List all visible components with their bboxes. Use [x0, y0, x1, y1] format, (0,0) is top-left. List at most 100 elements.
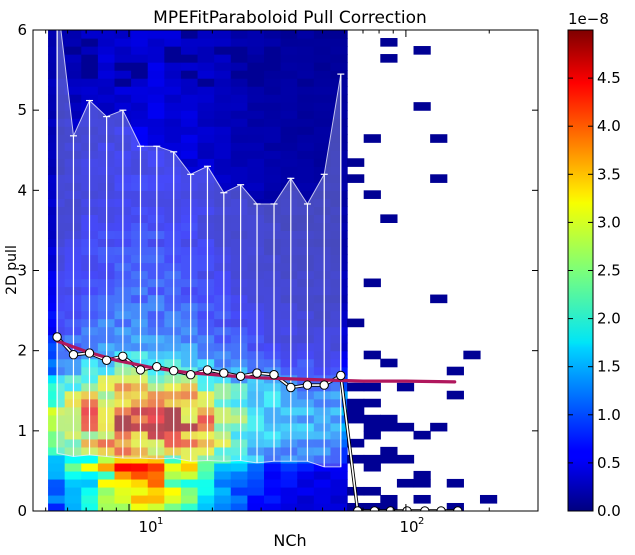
heatmap-bin — [347, 318, 365, 328]
heatmap-bin — [313, 342, 332, 352]
heatmap-bin — [264, 294, 282, 304]
heatmap-bin — [197, 190, 215, 199]
heatmap-bin — [264, 414, 282, 424]
heatmap-bin — [180, 70, 199, 79]
heatmap-bin — [164, 230, 182, 240]
heatmap-bin — [180, 390, 199, 400]
heatmap-bin — [48, 502, 66, 511]
heatmap-bin — [164, 118, 182, 127]
heatmap-bin — [164, 158, 182, 167]
heatmap-bin — [131, 102, 149, 111]
heatmap-bin — [164, 398, 182, 408]
heatmap-bin — [380, 414, 398, 424]
heatmap-bin — [264, 54, 282, 63]
heatmap-bin — [297, 174, 315, 183]
heatmap-bin — [180, 470, 199, 480]
heatmap-bin — [297, 262, 315, 272]
heatmap-bin — [230, 422, 248, 432]
heatmap-bin — [97, 86, 116, 95]
heatmap-bin — [280, 334, 298, 344]
heatmap-bin — [280, 206, 298, 215]
heatmap-bin — [214, 94, 232, 103]
heatmap-bin — [247, 318, 265, 328]
heatmap-bin — [164, 30, 182, 39]
heatmap-bin — [48, 486, 66, 496]
heatmap-bin — [81, 46, 99, 55]
heatmap-bin — [380, 446, 398, 456]
heatmap-bin — [230, 430, 248, 440]
heatmap-bin — [164, 302, 182, 312]
heatmap-bin — [164, 166, 182, 175]
heatmap-bin — [230, 262, 248, 272]
heatmap-bin — [247, 294, 265, 304]
heatmap-bin — [214, 190, 232, 199]
heatmap-bin — [180, 134, 199, 143]
heatmap-bin — [214, 502, 232, 511]
heatmap-bin — [214, 150, 232, 159]
heatmap-bin — [247, 406, 265, 416]
heatmap-bin — [230, 54, 248, 63]
heatmap-bin — [114, 478, 132, 488]
heatmap-bin — [147, 54, 165, 63]
heatmap-bin — [230, 206, 248, 215]
heatmap-bin — [230, 102, 248, 111]
heatmap-bin — [230, 406, 248, 416]
heatmap-bin — [347, 438, 365, 448]
heatmap-bin — [180, 310, 199, 320]
heatmap-bin — [280, 310, 298, 320]
heatmap-bin — [164, 86, 182, 95]
heatmap-bin — [197, 150, 215, 159]
heatmap-bin — [297, 198, 315, 207]
heatmap-bin — [131, 230, 149, 240]
heatmap-bin — [396, 422, 415, 432]
heatmap-bin — [264, 318, 282, 328]
heatmap-bin — [313, 350, 332, 360]
heatmap-bin — [214, 374, 232, 384]
heatmap-bin — [180, 198, 199, 207]
heatmap-bin — [214, 110, 232, 119]
heatmap-bin — [131, 278, 149, 288]
heatmap-bin — [180, 246, 199, 256]
heatmap-bin — [297, 462, 315, 472]
heatmap-bin — [280, 414, 298, 424]
heatmap-bin — [280, 254, 298, 264]
heatmap-bin — [330, 342, 348, 352]
heatmap-bin — [363, 190, 381, 199]
heatmap-bin — [247, 238, 265, 248]
heatmap-bin — [197, 438, 215, 448]
heatmap-bin — [180, 342, 199, 352]
heatmap-bin — [197, 46, 215, 55]
heatmap-bin — [247, 278, 265, 288]
heatmap-bin — [330, 62, 348, 71]
heatmap-bin — [330, 46, 348, 55]
heatmap-bin — [214, 294, 232, 304]
heatmap-bin — [247, 350, 265, 360]
heatmap-bin — [280, 286, 298, 296]
colorbar-tick-label: 3.0 — [597, 213, 621, 231]
heatmap-bin — [264, 422, 282, 432]
heatmap-bin — [214, 414, 232, 424]
heatmap-bin — [313, 134, 332, 143]
heatmap-bin — [330, 214, 348, 223]
heatmap-bin — [214, 398, 232, 408]
heatmap-bin — [197, 294, 215, 304]
heatmap-bin — [230, 350, 248, 360]
heatmap-bin — [131, 446, 149, 456]
heatmap-bin — [313, 358, 332, 368]
heatmap-bin — [180, 494, 199, 504]
heatmap-bin — [330, 182, 348, 191]
heatmap-bin — [48, 478, 66, 488]
heatmap-bin — [180, 86, 199, 95]
heatmap-bin — [230, 238, 248, 248]
heatmap-bin — [131, 342, 149, 352]
heatmap-bin — [297, 478, 315, 488]
heatmap-bin — [214, 382, 232, 392]
heatmap-bin — [131, 158, 149, 167]
heatmap-bin — [313, 230, 332, 240]
profile-overlay — [52, 30, 463, 511]
heatmap-bin — [214, 438, 232, 448]
heatmap-bin — [81, 478, 99, 488]
heatmap-bin — [197, 406, 215, 416]
heatmap-bin — [214, 166, 232, 175]
heatmap-bin — [280, 142, 298, 151]
